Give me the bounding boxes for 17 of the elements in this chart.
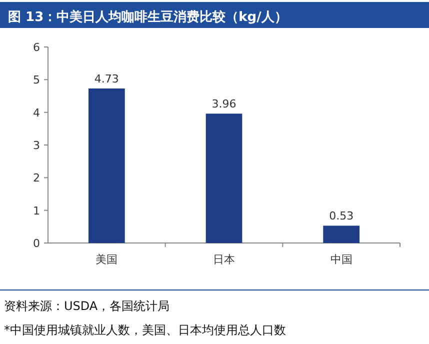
plot: 0 1 2 3 4 5 6 4.73 3.96 0.53 美国 日本 中国: [33, 41, 400, 266]
y-tick-label: 4: [33, 106, 40, 120]
y-tick-label: 5: [33, 74, 40, 87]
y-tick-label: 0: [33, 237, 40, 250]
data-label: 3.96: [212, 98, 236, 111]
y-tick-label: 6: [33, 41, 40, 54]
y-tick-label: 1: [33, 204, 40, 218]
x-tick-label: 日本: [213, 253, 235, 266]
y-tick-label: 3: [33, 139, 40, 152]
text: 资料来源：USDA，各国统计局: [4, 299, 170, 313]
y-tick-label: 2: [33, 172, 40, 185]
data-label: 4.73: [94, 72, 119, 86]
x-tick-label: 美国: [96, 253, 118, 266]
x-tick-label: 中国: [330, 253, 352, 266]
data-label: 0.53: [329, 210, 354, 223]
title: 图 13：中美日人均咖啡生豆消费比较（kg/人）: [8, 10, 288, 25]
text: *中国使用城镇就业人数，美国、日本均使用总人口数: [4, 323, 286, 337]
